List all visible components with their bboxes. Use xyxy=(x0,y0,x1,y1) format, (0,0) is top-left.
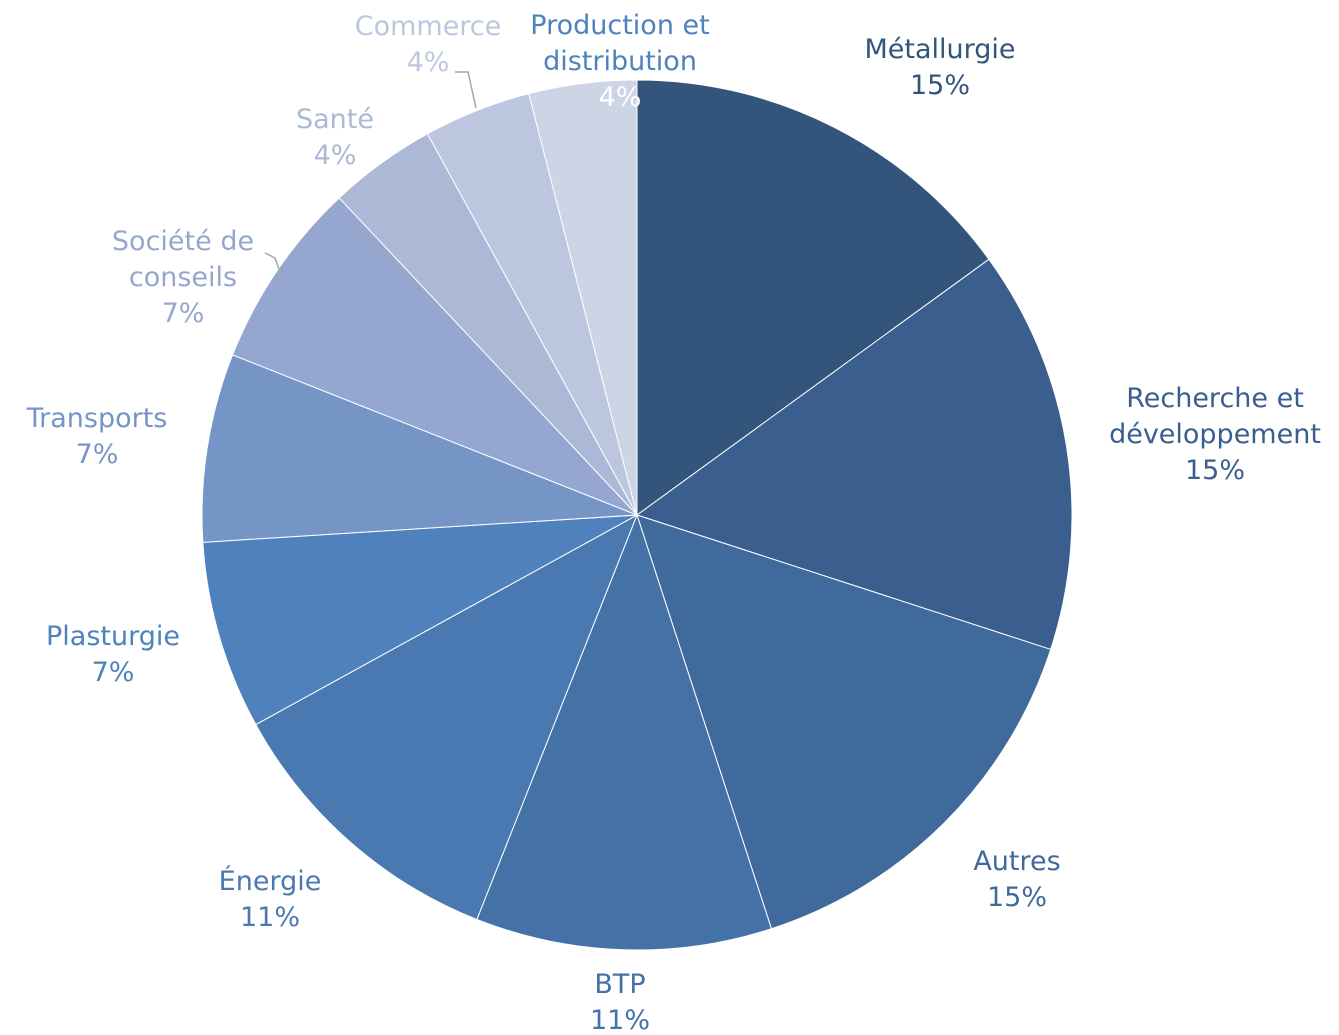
category-label: Recherche et développement xyxy=(1109,383,1321,450)
value-label: 4% xyxy=(598,82,642,113)
category-label: BTP xyxy=(594,969,646,1000)
category-label: Métallurgie xyxy=(864,34,1016,65)
category-label: Société de conseils xyxy=(111,226,255,293)
pie-slice xyxy=(202,514,638,726)
category-label: Transports xyxy=(26,403,168,434)
value-label: 7% xyxy=(75,439,119,470)
slices xyxy=(201,79,1073,951)
category-label: Santé xyxy=(296,104,374,135)
slice-label: Commerce 4% xyxy=(355,9,502,81)
slice-label: Société de conseils 7% xyxy=(98,224,268,332)
value-label: 4% xyxy=(406,47,450,78)
pie-slice xyxy=(231,197,638,516)
slice-label: Plasturgie 7% xyxy=(46,619,180,691)
slice-label: Énergie 11% xyxy=(219,864,322,936)
slice-label: Production et distribution 4% xyxy=(520,8,720,116)
category-label: Plasturgie xyxy=(46,621,180,652)
leader-line xyxy=(264,252,281,273)
pie-slice xyxy=(255,513,638,921)
pie-slice xyxy=(201,354,638,543)
slice-label: Transports 7% xyxy=(27,401,168,473)
value-label: 7% xyxy=(161,298,205,329)
value-label: 15% xyxy=(909,70,970,101)
value-label: 15% xyxy=(1184,455,1245,486)
pie-slice xyxy=(636,514,1052,930)
leader-line xyxy=(455,71,477,109)
value-label: 7% xyxy=(91,657,135,688)
pie-slice xyxy=(528,79,638,516)
slice-label: Recherche et développement 15% xyxy=(1095,381,1335,489)
value-label: 11% xyxy=(589,1005,651,1035)
pie-slice xyxy=(635,258,1073,651)
value-label: 15% xyxy=(986,882,1048,913)
slice-label: Santé 4% xyxy=(296,102,374,174)
value-label: 4% xyxy=(313,140,357,171)
pie-slice xyxy=(476,513,773,951)
slice-label: Autres 15% xyxy=(973,844,1060,916)
slice-label: BTP 11% xyxy=(590,967,650,1035)
category-label: Autres xyxy=(973,846,1061,877)
pie-slice xyxy=(636,79,990,516)
value-label: 11% xyxy=(239,902,301,933)
slice-label: Métallurgie 15% xyxy=(864,32,1015,104)
category-label: Commerce xyxy=(354,11,502,42)
category-label: Production et distribution xyxy=(530,10,710,77)
category-label: Énergie xyxy=(218,866,322,897)
